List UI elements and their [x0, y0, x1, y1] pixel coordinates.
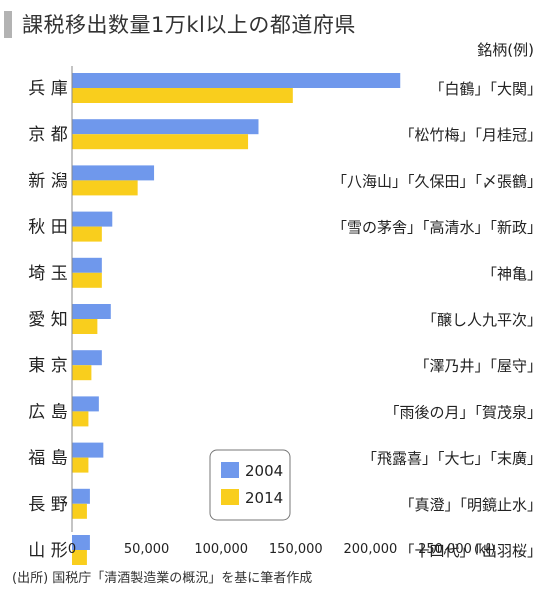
legend-box: [209, 449, 291, 521]
brand-label: 「飛露喜」「大七」「末廣」: [362, 450, 542, 468]
bar-2014: [72, 180, 138, 196]
brands-header: 銘柄(例): [477, 41, 534, 59]
brand-label: 「澤乃井」「屋守」: [414, 357, 542, 375]
category-label: 福 島: [28, 449, 67, 469]
source-footnote: (出所) 国税庁「清酒製造業の概況」を基に筆者作成: [12, 571, 313, 586]
legend-label: 2004: [245, 462, 283, 480]
brand-label: 「雨後の月」「賀茂泉」: [384, 403, 542, 421]
category-label: 京 都: [28, 125, 67, 145]
category-label: 長 野: [28, 495, 67, 515]
brand-label: 「真澄」「明鏡止水」: [399, 496, 542, 514]
brand-label: 「雪の茅舎」「高清水」「新政」: [332, 219, 542, 237]
brand-label: 「八海山」「久保田」「〆張鶴」: [332, 172, 542, 190]
x-tick-label: 100,000: [194, 542, 248, 557]
bar-2004: [72, 257, 102, 273]
x-tick-label: 200,000: [344, 542, 398, 557]
chart-title: 課税移出数量1万kl以上の都道府県: [22, 13, 356, 37]
x-tick-label: 0: [68, 542, 76, 557]
bar-2014: [72, 503, 87, 519]
bar-2004: [72, 304, 111, 319]
bar-2004: [72, 119, 259, 135]
x-tick-label: 150,000: [269, 542, 323, 557]
brand-label: 「醸し人九平次」: [422, 311, 542, 329]
x-axis-unit: (㎘): [474, 542, 495, 556]
bar-2014: [72, 411, 89, 427]
x-tick-label: 50,000: [124, 542, 170, 557]
bar-2004: [72, 211, 113, 227]
bar-2004: [72, 165, 155, 181]
bar-2014: [72, 457, 89, 473]
bar-2014: [72, 226, 102, 242]
brand-label: 「十四代」「出羽桜」: [399, 542, 542, 560]
bar-2014: [72, 365, 92, 381]
bar-2004: [72, 488, 90, 504]
category-label: 新 潟: [28, 171, 67, 191]
brand-label: 「神亀」: [482, 265, 542, 283]
x-tick-label: 250,000: [418, 542, 472, 557]
bar-2004: [72, 396, 99, 412]
bar-2004: [72, 442, 104, 458]
category-label: 秋 田: [28, 218, 67, 238]
category-label: 愛 知: [28, 310, 67, 330]
category-label: 兵 庫: [28, 79, 67, 99]
bar-2014: [72, 550, 87, 565]
category-label: 埼 玉: [28, 264, 67, 284]
category-label: 山 形: [28, 541, 67, 561]
bar-2004: [72, 73, 401, 88]
legend-label: 2014: [245, 489, 283, 507]
bar-2014: [72, 134, 249, 150]
category-label: 東 京: [28, 356, 67, 376]
title-accent-bar: [4, 11, 12, 38]
bar-2004: [72, 350, 102, 366]
bar-2014: [72, 319, 98, 334]
legend-swatch-2014: [221, 489, 239, 505]
bar-2014: [72, 88, 293, 103]
brand-label: 「松竹梅」「月桂冠」: [399, 126, 542, 144]
brand-label: 「白鶴」「大関」: [429, 80, 542, 98]
bar-2004: [72, 535, 90, 550]
bar-2014: [72, 272, 102, 288]
legend-swatch-2004: [221, 462, 239, 478]
category-label: 広 島: [28, 402, 67, 422]
